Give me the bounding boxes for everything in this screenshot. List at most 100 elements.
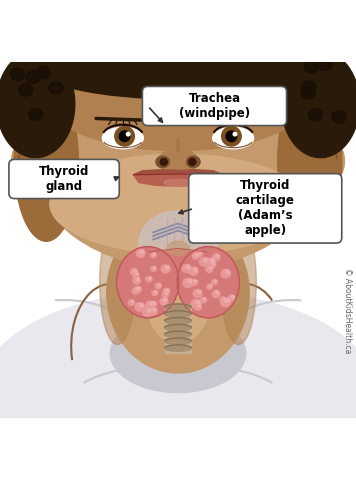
Ellipse shape	[116, 247, 179, 318]
Ellipse shape	[223, 297, 225, 299]
Ellipse shape	[318, 58, 332, 70]
Ellipse shape	[103, 127, 143, 148]
Ellipse shape	[221, 269, 231, 278]
Ellipse shape	[281, 51, 356, 158]
Ellipse shape	[182, 264, 191, 273]
Ellipse shape	[18, 148, 32, 174]
Ellipse shape	[150, 252, 156, 258]
Ellipse shape	[183, 278, 193, 287]
Ellipse shape	[324, 148, 338, 174]
Ellipse shape	[19, 84, 33, 96]
Ellipse shape	[10, 68, 25, 80]
Ellipse shape	[160, 298, 168, 305]
Ellipse shape	[131, 300, 134, 303]
Ellipse shape	[44, 44, 312, 150]
Ellipse shape	[0, 51, 75, 158]
Ellipse shape	[211, 279, 218, 285]
Ellipse shape	[163, 299, 166, 301]
Ellipse shape	[50, 154, 306, 254]
Ellipse shape	[187, 265, 190, 269]
Ellipse shape	[131, 269, 137, 275]
Ellipse shape	[138, 287, 140, 289]
Ellipse shape	[164, 338, 192, 344]
Ellipse shape	[177, 247, 239, 318]
FancyBboxPatch shape	[142, 86, 287, 125]
Ellipse shape	[189, 159, 196, 165]
Ellipse shape	[14, 81, 78, 241]
Ellipse shape	[165, 293, 168, 295]
Ellipse shape	[221, 220, 256, 344]
Ellipse shape	[49, 81, 63, 94]
Ellipse shape	[142, 220, 214, 344]
Ellipse shape	[140, 303, 143, 307]
Ellipse shape	[155, 283, 161, 289]
Ellipse shape	[150, 302, 154, 305]
Ellipse shape	[200, 297, 206, 303]
Ellipse shape	[164, 318, 192, 324]
Ellipse shape	[226, 131, 237, 142]
Ellipse shape	[28, 108, 43, 121]
Ellipse shape	[164, 331, 192, 338]
Ellipse shape	[164, 304, 192, 310]
Ellipse shape	[206, 266, 213, 273]
FancyBboxPatch shape	[9, 160, 119, 199]
Ellipse shape	[143, 308, 152, 317]
Ellipse shape	[228, 295, 235, 302]
Ellipse shape	[32, 55, 324, 268]
Ellipse shape	[302, 81, 316, 93]
Ellipse shape	[167, 241, 189, 255]
Ellipse shape	[153, 302, 156, 304]
Ellipse shape	[221, 126, 241, 146]
Ellipse shape	[212, 291, 220, 297]
Ellipse shape	[110, 314, 246, 393]
Ellipse shape	[191, 279, 198, 285]
Ellipse shape	[158, 284, 161, 286]
Ellipse shape	[198, 305, 200, 307]
Ellipse shape	[134, 269, 137, 272]
Ellipse shape	[126, 132, 130, 136]
Ellipse shape	[164, 298, 167, 301]
Ellipse shape	[193, 268, 197, 271]
Ellipse shape	[107, 213, 249, 373]
Ellipse shape	[0, 291, 356, 479]
Ellipse shape	[36, 35, 320, 99]
Text: Thyroid
cartilage
(Adam’s
apple): Thyroid cartilage (Adam’s apple)	[236, 179, 295, 238]
Ellipse shape	[26, 71, 40, 83]
Ellipse shape	[197, 290, 201, 294]
Polygon shape	[134, 170, 222, 178]
Ellipse shape	[209, 267, 212, 269]
Ellipse shape	[136, 288, 139, 291]
Ellipse shape	[136, 278, 140, 281]
Ellipse shape	[214, 280, 217, 282]
Text: Trachea
(windpipe): Trachea (windpipe)	[179, 92, 250, 120]
Ellipse shape	[135, 303, 145, 311]
Ellipse shape	[210, 259, 214, 262]
Ellipse shape	[155, 291, 157, 293]
Ellipse shape	[216, 255, 219, 257]
Polygon shape	[36, 44, 320, 86]
Ellipse shape	[140, 250, 144, 253]
Ellipse shape	[153, 250, 203, 272]
Ellipse shape	[199, 251, 202, 254]
Ellipse shape	[149, 308, 157, 315]
Ellipse shape	[195, 251, 203, 257]
Ellipse shape	[213, 127, 253, 148]
Ellipse shape	[139, 211, 217, 275]
Ellipse shape	[220, 297, 226, 302]
Ellipse shape	[156, 156, 169, 168]
Ellipse shape	[203, 298, 206, 300]
Ellipse shape	[189, 267, 198, 275]
Ellipse shape	[188, 279, 192, 283]
Ellipse shape	[128, 300, 135, 306]
Ellipse shape	[133, 272, 139, 278]
Ellipse shape	[204, 258, 208, 262]
FancyBboxPatch shape	[189, 174, 342, 243]
Polygon shape	[134, 174, 222, 186]
Text: Thyroid
gland: Thyroid gland	[39, 165, 89, 193]
Ellipse shape	[195, 304, 201, 310]
Ellipse shape	[146, 276, 152, 282]
Ellipse shape	[206, 258, 215, 267]
Ellipse shape	[149, 277, 151, 279]
Ellipse shape	[132, 287, 140, 294]
Ellipse shape	[161, 265, 170, 273]
